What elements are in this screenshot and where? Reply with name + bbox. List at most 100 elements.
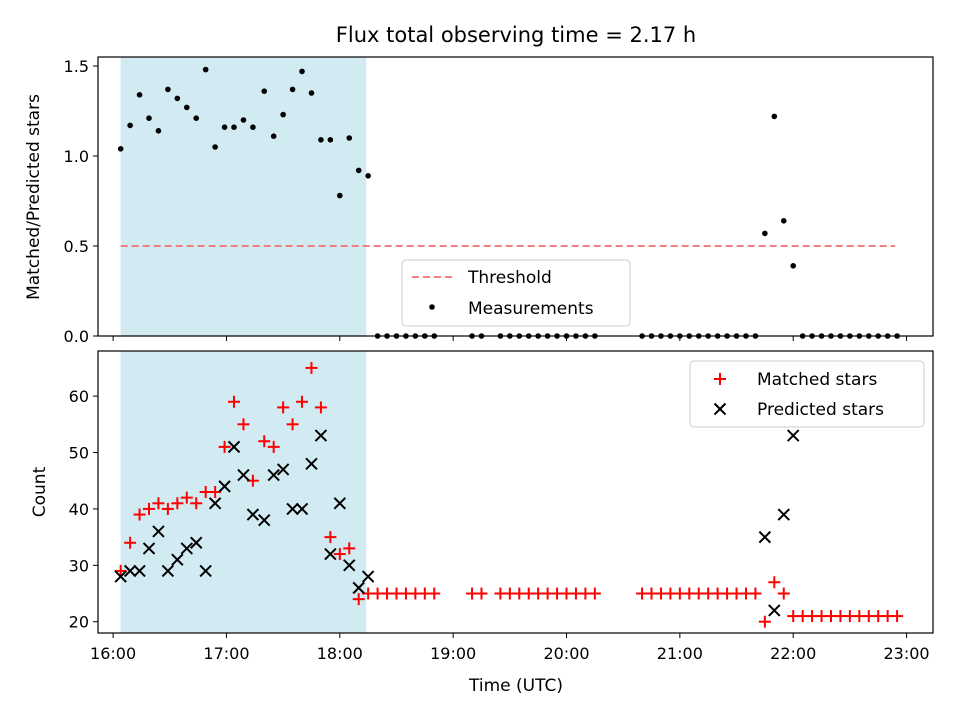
- matched-star-point: [324, 531, 337, 544]
- matched-star-point: [180, 491, 193, 504]
- measurement-point: [202, 66, 209, 73]
- x-stroke-b: [343, 559, 356, 572]
- measurement-point: [155, 128, 162, 134]
- x-stroke-b: [305, 457, 318, 471]
- matched-star-point: [277, 401, 290, 414]
- y-tick-label: 1.5: [64, 57, 89, 76]
- predicted-star-point: [768, 604, 781, 617]
- matched-star-point: [218, 440, 231, 453]
- legend-top: Threshold Measurements: [401, 259, 631, 327]
- x-stroke-b: [352, 581, 365, 595]
- matched-star-point: [258, 435, 271, 448]
- x-stroke-b: [142, 542, 156, 555]
- x-stroke-b: [276, 463, 290, 476]
- legend-bottom: Matched stars Predicted stars: [689, 360, 925, 428]
- x-tick-label: 18:00: [317, 644, 363, 663]
- x-stroke-b: [114, 570, 127, 583]
- matched-star-point: [588, 587, 601, 600]
- measurement-point: [337, 192, 343, 199]
- matched-star-point: [190, 497, 203, 510]
- measurement-point: [240, 117, 247, 123]
- measurement-point: [355, 167, 362, 174]
- y-tick-label: 50: [69, 444, 89, 463]
- x-tick-label: 19:00: [430, 644, 476, 663]
- matched-star-point: [296, 395, 309, 408]
- matched-star-point: [237, 418, 250, 431]
- x-axis-label: Time (UTC): [468, 676, 563, 696]
- measurement-point: [270, 133, 277, 139]
- x-stroke-b: [152, 525, 165, 538]
- y-tick-label: 0.0: [64, 327, 89, 346]
- legend-measurements-swatch: [429, 304, 435, 310]
- predicted-star-point: [199, 564, 212, 578]
- x-stroke-b: [161, 564, 175, 578]
- x-tick-label: 16:00: [90, 644, 136, 663]
- matched-star-point: [777, 587, 790, 600]
- axes-frame: [97, 56, 934, 337]
- matched-star-point: [246, 474, 259, 487]
- legend-predicted-swatch: [713, 402, 727, 416]
- matched-star-point: [314, 401, 327, 414]
- matched-star-point: [758, 615, 771, 628]
- x-stroke-b: [133, 564, 146, 578]
- predicted-star-point: [352, 581, 365, 595]
- matched-star-point: [161, 502, 174, 515]
- legend-plus-marker: [714, 373, 726, 385]
- predicted-star-point: [361, 570, 375, 583]
- predicted-star-point: [190, 536, 203, 549]
- predicted-star-point: [758, 530, 772, 544]
- x-stroke-b: [314, 429, 328, 442]
- legend-matched-label: Matched stars: [757, 370, 877, 390]
- measurement-point: [318, 137, 324, 143]
- predicted-star-point: [114, 570, 127, 583]
- measurement-point: [165, 86, 171, 93]
- x-stroke-b: [171, 553, 184, 566]
- predicted-star-point: [161, 564, 175, 578]
- predicted-star-point: [324, 547, 337, 561]
- measurement-point: [231, 124, 237, 130]
- predicted-star-point: [152, 525, 165, 538]
- measurement-point: [365, 173, 371, 179]
- matched-star-point: [228, 395, 241, 408]
- x-stroke-b: [286, 502, 299, 516]
- predicted-star-point: [208, 497, 222, 510]
- matched-star-point: [352, 593, 365, 606]
- x-stroke-b: [190, 536, 203, 549]
- predicted-star-point: [295, 502, 309, 516]
- measurement-point: [261, 88, 268, 94]
- y-tick-label: 20: [69, 613, 89, 632]
- measurement-point: [299, 68, 305, 75]
- measurement-point: [289, 86, 296, 93]
- y-tick-label: 30: [69, 556, 89, 575]
- measurement-point: [146, 115, 152, 121]
- x-tick-label: 21:00: [657, 644, 703, 663]
- matched-star-point: [114, 564, 127, 577]
- measurement-point: [127, 122, 133, 129]
- x-stroke-b: [123, 564, 137, 578]
- shaded-region: [120, 351, 367, 633]
- x-tick-label: 23:00: [883, 644, 929, 663]
- predicted-star-point: [180, 542, 193, 555]
- x-stroke-b: [246, 508, 260, 521]
- x-stroke-b: [227, 440, 241, 454]
- legend-predicted-label: Predicted stars: [757, 400, 884, 420]
- chart-title: Flux total observing time = 2.17 h: [336, 23, 696, 47]
- predicted-star-point: [343, 559, 356, 572]
- x-tick-label: 22:00: [770, 644, 816, 663]
- measurement-point: [771, 113, 778, 120]
- x-stroke-b: [258, 513, 271, 527]
- legend-matched-swatch: [714, 373, 726, 385]
- y-tick-label: 1.0: [64, 147, 89, 166]
- matched-star-point: [891, 610, 904, 623]
- axes-frame: [97, 350, 934, 634]
- predicted-star-point: [227, 440, 241, 454]
- legend-x-marker: [713, 402, 727, 416]
- top-y-axis-label: Matched/Predicted stars: [24, 94, 44, 300]
- y-tick-label: 0.5: [64, 237, 89, 256]
- bottom-panel: 20 30 40 50 60 16:00 17:00 18:00 19:00 20:00 21:00…: [69, 350, 934, 663]
- measurement-point: [327, 137, 334, 143]
- matched-star-point: [768, 576, 781, 589]
- measurement-point: [790, 263, 797, 269]
- x-stroke-b: [267, 468, 280, 482]
- x-stroke-b: [777, 508, 790, 521]
